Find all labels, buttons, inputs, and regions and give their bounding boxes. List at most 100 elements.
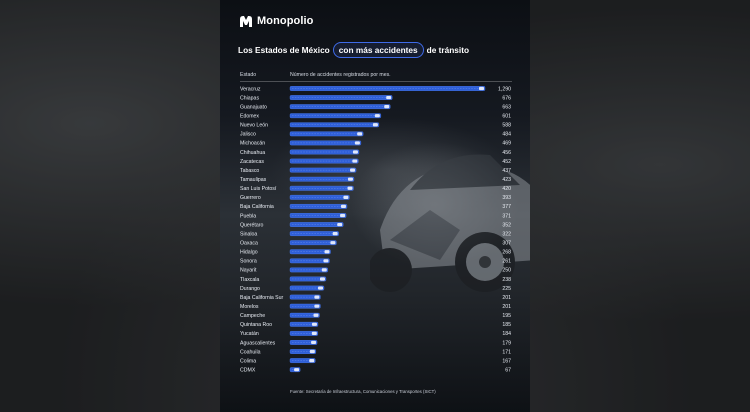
car-icon — [311, 331, 317, 335]
state-label: Yucatán — [240, 331, 259, 337]
car-icon — [319, 277, 325, 281]
car-icon — [309, 359, 315, 363]
state-label: Oaxaca — [240, 240, 258, 246]
car-icon — [321, 268, 327, 272]
value-label: 393 — [502, 195, 511, 201]
value-label: 663 — [502, 104, 511, 110]
bar — [289, 185, 354, 191]
value-label: 171 — [502, 349, 511, 355]
car-icon — [384, 105, 390, 109]
car-icon — [386, 95, 392, 100]
value-label: 250 — [502, 268, 511, 274]
state-label: Nuevo León — [240, 123, 268, 129]
value-label: 588 — [502, 123, 511, 129]
value-label: 195 — [502, 313, 511, 319]
state-label: Hidalgo — [240, 250, 258, 256]
state-label: Nayarit — [240, 268, 257, 274]
state-label: Chiapas — [240, 95, 259, 101]
value-label: 184 — [502, 331, 511, 337]
state-label: Campeche — [240, 313, 265, 319]
bar — [289, 176, 355, 182]
car-icon — [340, 204, 346, 209]
value-label: 201 — [502, 295, 511, 301]
car-icon — [337, 222, 343, 227]
state-label: CDMX — [240, 367, 256, 373]
left-background-shade — [0, 0, 220, 412]
car-icon — [340, 213, 346, 218]
value-label: 268 — [502, 250, 511, 256]
value-label: 601 — [502, 114, 511, 120]
state-label: Colima — [240, 358, 256, 364]
car-icon — [352, 159, 358, 163]
car-icon — [314, 304, 320, 308]
value-label: 322 — [502, 231, 511, 237]
car-icon — [314, 295, 320, 299]
state-label: Edomex — [240, 114, 259, 120]
value-label: 167 — [502, 358, 511, 364]
bar — [289, 149, 360, 155]
monopolio-logo-icon — [240, 15, 252, 27]
value-label: 469 — [502, 141, 511, 147]
bar — [289, 222, 344, 227]
state-label: Puebla — [240, 213, 256, 219]
bar — [289, 194, 350, 200]
state-label: Sinaloa — [240, 231, 257, 237]
state-label: Coahuila — [240, 349, 261, 355]
car-icon — [318, 286, 324, 290]
bar-chart: Veracruz 1,290 Chiapas 676 Guanajuato 663 Edom… — [240, 86, 511, 373]
value-label: 261 — [502, 259, 511, 265]
car-icon — [354, 141, 360, 145]
state-label: Quintana Roo — [240, 322, 272, 328]
car-icon — [330, 241, 336, 245]
value-label: 1,290 — [498, 86, 511, 92]
state-label: Baja California — [240, 204, 274, 210]
state-label: Zacatecas — [240, 159, 264, 165]
car-icon — [332, 232, 338, 236]
state-label: Morelos — [240, 304, 259, 310]
value-label: 67 — [505, 367, 511, 373]
source-note: Fuente: Secretaría de Infraestructura, C… — [290, 389, 436, 394]
car-icon — [347, 177, 353, 181]
right-background-shade — [530, 0, 750, 412]
state-label: Tabasco — [240, 168, 259, 174]
chart-title: Los Estados de México con más accidentes… — [238, 42, 469, 58]
value-label: 420 — [502, 186, 511, 192]
infographic-card: Monopolio Los Estados de México con más … — [220, 0, 530, 412]
brand-name: Monopolio — [257, 15, 314, 27]
value-label: 225 — [502, 286, 511, 292]
column-header-value: Número de accidentes registrados por mes… — [290, 72, 391, 78]
bar — [289, 358, 316, 363]
state-label: Veracruz — [240, 86, 261, 92]
value-label: 452 — [502, 159, 511, 165]
value-label: 307 — [502, 240, 511, 246]
value-label: 371 — [502, 213, 511, 219]
bar — [289, 349, 317, 354]
car-icon — [323, 259, 329, 263]
state-label: Sonora — [240, 259, 257, 265]
state-label: Tlaxcala — [240, 277, 259, 283]
crashed-car-illustration — [370, 154, 530, 292]
state-label: Durango — [240, 286, 260, 292]
car-icon — [357, 132, 363, 136]
bar — [289, 276, 327, 282]
car-icon — [372, 123, 378, 127]
bar — [289, 140, 362, 146]
state-label: Tamaulipas — [240, 177, 267, 183]
state-label: Baja California Sur — [240, 295, 284, 301]
car-icon — [350, 168, 356, 172]
value-label: 377 — [502, 204, 511, 210]
title-part-1: Los Estados de México — [238, 45, 330, 55]
state-label: Guerrero — [240, 195, 261, 201]
state-label: San Luis Potosí — [240, 186, 277, 192]
bar — [289, 240, 337, 246]
car-icon — [309, 349, 315, 354]
value-label: 238 — [502, 277, 511, 283]
header-divider — [240, 81, 512, 82]
car-icon — [313, 313, 319, 317]
state-label: Chihuahua — [240, 150, 265, 156]
value-label: 423 — [502, 177, 511, 183]
value-label: 456 — [502, 150, 511, 156]
state-label: Querétaro — [240, 222, 263, 228]
car-icon — [343, 195, 349, 199]
value-label: 437 — [502, 168, 511, 174]
